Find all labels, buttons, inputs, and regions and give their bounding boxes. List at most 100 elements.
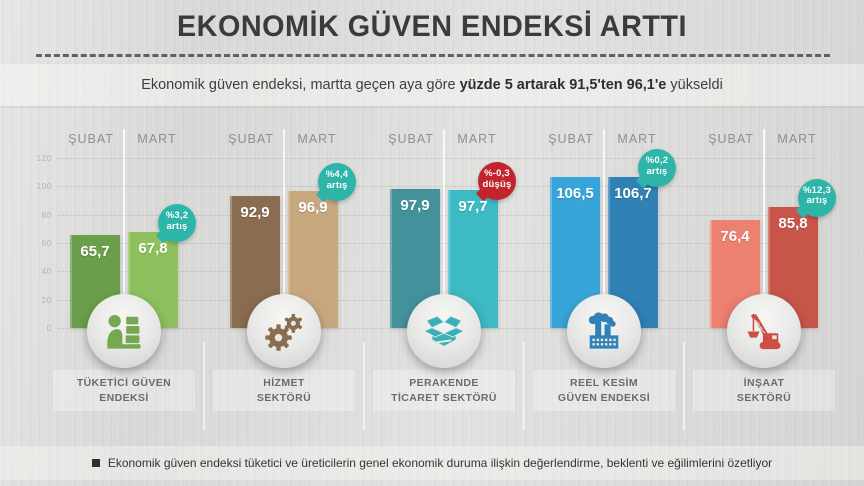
sector-label-line1: TÜKETİCİ GÜVEN <box>76 377 172 389</box>
mar-header: MART <box>457 132 497 146</box>
mar-value: 106,7 <box>614 184 652 202</box>
feb-value: 106,5 <box>556 185 594 203</box>
mar-header: MART <box>137 132 177 146</box>
mar-value: 97,7 <box>458 197 488 215</box>
sector-label: PERAKENDE TİCARET SEKTÖRÜ <box>373 370 515 412</box>
sector-label-line1: REEL KESİM <box>570 377 638 389</box>
group-separator <box>203 342 205 430</box>
badge-percent: %4,4 <box>325 168 349 180</box>
feb-value: 97,9 <box>400 197 430 215</box>
badge-word: artış <box>166 220 188 232</box>
month-divider-line <box>283 129 285 329</box>
subtitle-band: Ekonomik güven endeksi, martta geçen aya… <box>0 64 864 106</box>
badge-percent: %0,2 <box>645 154 669 166</box>
group-separator <box>363 342 365 430</box>
change-badge: %3,2 artış <box>155 203 196 244</box>
month-divider-line <box>763 129 765 329</box>
sector-label-line2: SEKTÖRÜ <box>256 391 312 404</box>
month-headers: ŞUBAT MART <box>209 132 359 146</box>
subtitle-suffix: yükseldi <box>666 77 723 93</box>
gears-icon <box>265 313 303 351</box>
month-headers: ŞUBAT MART <box>689 132 839 146</box>
chart-group-retail: ŞUBAT MART 97,9 97,7 %-0,3 düşüş <box>369 102 519 434</box>
feb-value: 76,4 <box>720 227 750 245</box>
chart-group-construction: ŞUBAT MART 76,4 85,8 %12,3 artış <box>689 102 839 434</box>
sector-label: İNŞAAT SEKTÖRÜ <box>693 370 835 412</box>
crane-icon <box>747 313 781 350</box>
subtitle: Ekonomik güven endeksi, martta geçen aya… <box>141 77 723 93</box>
sector-label-line1: PERAKENDE <box>409 377 479 389</box>
dashed-divider <box>36 54 830 57</box>
month-divider-line <box>603 129 605 329</box>
badge-word: artış <box>326 179 348 191</box>
square-bullet-icon <box>91 459 100 467</box>
y-tick-label: 0 <box>46 323 52 333</box>
group-separator <box>683 342 685 430</box>
page-title: EKONOMİK GÜVEN ENDEKSİ ARTTI <box>176 10 688 43</box>
consumer-icon <box>107 314 141 349</box>
subtitle-highlight: yüzde 5 artarak 91,5'ten 96,1'e <box>459 77 667 93</box>
change-badge: %4,4 artış <box>315 162 356 202</box>
mar-value: 96,9 <box>298 198 328 216</box>
group-separator <box>523 342 525 430</box>
gridline <box>58 158 814 159</box>
sector-label-line2: TİCARET SEKTÖRÜ <box>391 391 497 404</box>
icon-circle <box>407 294 481 368</box>
change-badge: %-0,3 düşüş <box>475 161 516 201</box>
feb-header: ŞUBAT <box>228 132 274 146</box>
mar-header: MART <box>297 132 337 146</box>
y-tick-label: 120 <box>36 153 52 163</box>
icon-circle <box>87 294 161 368</box>
feb-value: 92,9 <box>240 204 270 222</box>
month-headers: ŞUBAT MART <box>49 132 199 146</box>
chart-group-services: ŞUBAT MART 92,9 96,9 %4,4 artış <box>209 102 359 434</box>
feb-header: ŞUBAT <box>708 132 754 146</box>
icon-circle <box>247 294 321 368</box>
box-icon <box>423 315 465 347</box>
badge-percent: %-0,3 <box>484 167 510 179</box>
mar-value: 67,8 <box>138 240 168 257</box>
mar-header: MART <box>777 132 817 146</box>
badge-percent: %3,2 <box>165 209 189 221</box>
sector-label-line2: GÜVEN ENDEKSİ <box>557 391 651 404</box>
y-tick-label: 40 <box>41 266 52 277</box>
badge-word: artış <box>646 165 668 177</box>
chart-group-real-sector: ŞUBAT MART 106,5 106,7 %0,2 artış <box>529 102 679 434</box>
chart-group-consumer: ŞUBAT MART 65,7 67,8 %3,2 artış <box>49 102 199 434</box>
mar-value: 85,8 <box>778 214 808 232</box>
sector-label: REEL KESİM GÜVEN ENDEKSİ <box>533 370 675 412</box>
sector-label-line2: ENDEKSİ <box>99 391 149 404</box>
icon-circle <box>567 294 641 368</box>
subtitle-prefix: Ekonomik güven endeksi, martta geçen aya… <box>141 77 460 93</box>
sector-label-line1: HİZMET <box>263 377 305 389</box>
mar-header: MART <box>617 132 657 146</box>
icon-circle <box>727 294 801 368</box>
month-divider-line <box>123 129 125 329</box>
sector-label: HİZMET SEKTÖRÜ <box>213 370 355 412</box>
change-badge: %12,3 artış <box>795 178 836 218</box>
feb-header: ŞUBAT <box>548 132 594 146</box>
y-tick-label: 80 <box>41 209 52 220</box>
sector-label-line2: SEKTÖRÜ <box>736 391 792 404</box>
gridline <box>58 186 814 188</box>
feb-value: 65,7 <box>80 242 110 260</box>
y-tick-label: 20 <box>41 294 52 305</box>
badge-word: düşüş <box>482 178 512 190</box>
month-divider-line <box>443 129 445 329</box>
badge-percent: %12,3 <box>803 184 831 196</box>
feb-header: ŞUBAT <box>388 132 434 146</box>
footnote-text: Ekonomik güven endeksi tüketici ve üreti… <box>107 456 773 470</box>
y-tick-label: 100 <box>36 181 52 192</box>
feb-header: ŞUBAT <box>68 132 114 146</box>
month-headers: ŞUBAT MART <box>529 132 679 146</box>
bar-chart: 120 100 80 60 40 20 0 ŞUBAT MART 65,7 67,8 %3,… <box>0 102 864 434</box>
factory-icon <box>588 312 619 349</box>
month-headers: ŞUBAT MART <box>369 132 519 146</box>
change-badge: %0,2 artış <box>635 148 676 189</box>
sector-label: TÜKETİCİ GÜVEN ENDEKSİ <box>53 370 195 412</box>
footnote-band: Ekonomik güven endeksi tüketici ve üreti… <box>0 446 864 480</box>
y-tick-label: 60 <box>41 238 52 248</box>
sector-label-line1: İNŞAAT <box>743 377 785 389</box>
badge-word: artış <box>806 195 828 207</box>
